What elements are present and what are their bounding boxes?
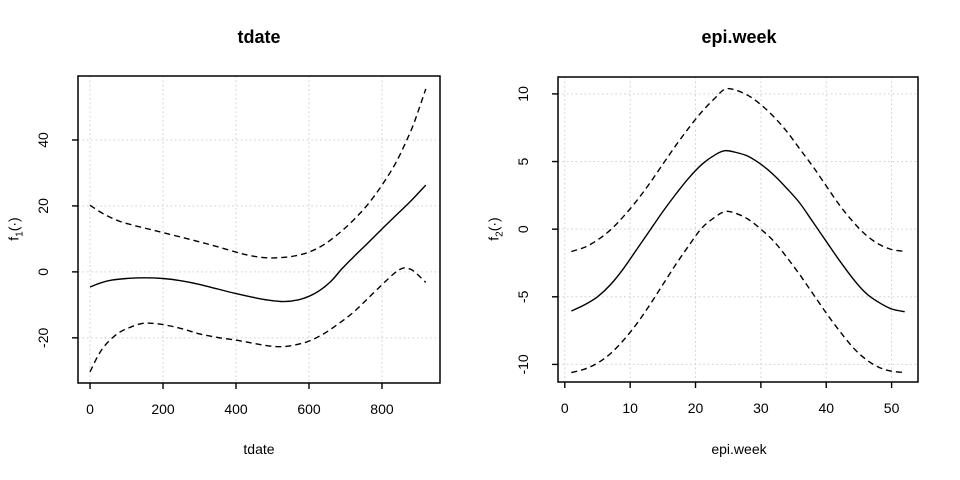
plot-epi-week: 0 10 20 30 40 50 -10 -5 0 5 10 epi.week epi.week f… (480, 0, 960, 480)
y-tick-label: 40 (35, 132, 51, 148)
x-axis-label: tdate (243, 441, 275, 457)
y-tick-label: 0 (515, 225, 531, 233)
x-tick-label: 10 (622, 400, 638, 416)
plot-tdate: 0 200 400 600 800 -20 0 20 40 tdate tdate f1(·) (5, 27, 441, 457)
plot-box (77, 75, 441, 384)
series-fit (89, 184, 427, 303)
y-axis-label: f1(·) (5, 76, 26, 383)
y-axis-label-args: (·) (5, 217, 22, 232)
y-tick-label: -20 (35, 327, 51, 347)
series-upper-ci (89, 88, 427, 259)
y-tick-label: 10 (515, 86, 531, 102)
series-upper-ci (571, 87, 905, 253)
x-tick-label: 0 (561, 400, 569, 416)
y-axis-label-sub: 2 (494, 231, 506, 237)
y-axis-label-base: f (5, 236, 22, 241)
x-tick-label: 200 (151, 401, 175, 417)
y-tick-label: 20 (35, 198, 51, 214)
y-axis-label-base: f (485, 236, 502, 241)
series-lower-ci (571, 210, 905, 374)
plot-title: tdate (237, 27, 281, 47)
plot-title: epi.week (701, 27, 777, 47)
x-tick-label: 600 (297, 401, 321, 417)
y-tick-label: -10 (515, 354, 531, 374)
x-tick-label: 400 (224, 401, 248, 417)
series-lower-ci (89, 267, 427, 373)
x-tick-label: 0 (86, 401, 94, 417)
y-tick-label: -5 (515, 290, 531, 303)
y-axis-label-sub: 1 (14, 231, 26, 237)
plot-canvas-tdate: 0 200 400 600 800 -20 0 20 40 (35, 75, 441, 417)
x-tick-label: 20 (688, 400, 704, 416)
series-fit (571, 149, 905, 313)
y-tick-label: 5 (515, 157, 531, 165)
y-axis-label-args: (·) (485, 217, 502, 232)
x-axis-label: epi.week (711, 441, 767, 457)
y-tick-label: 0 (35, 268, 51, 276)
x-tick-label: 800 (370, 401, 394, 417)
plot-canvas-epi-week: 0 10 20 30 40 50 -10 -5 0 5 10 (515, 76, 919, 416)
x-tick-label: 40 (818, 400, 834, 416)
x-tick-label: 50 (884, 400, 900, 416)
y-axis-label: f2(·) (485, 76, 506, 383)
x-tick-label: 30 (753, 400, 769, 416)
